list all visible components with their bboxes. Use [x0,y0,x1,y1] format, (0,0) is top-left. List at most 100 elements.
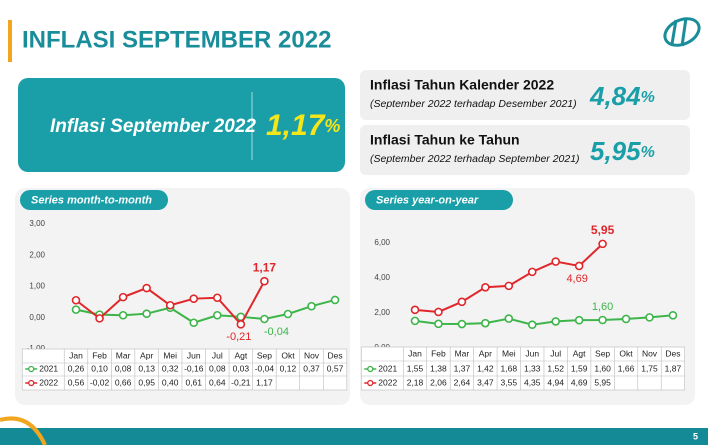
chart-title: Series month-to-month [31,194,152,206]
table-value: 0,95 [138,377,155,387]
main-value: 1,17% [266,109,340,142]
x-tick-label: Feb [92,350,107,360]
data-point [71,305,81,314]
logo [663,17,701,47]
data-point [504,314,514,323]
table-value: 3,47 [477,377,494,387]
annotation: 5,95 [591,223,615,237]
y-tick-label: 2,00 [29,250,45,259]
x-tick-label: Mei [502,348,516,358]
data-point [457,319,467,329]
x-tick-label: Agt [573,348,586,358]
legend-marker [367,379,374,387]
y-tick-label: 1,00 [29,282,45,291]
table-value: 0,12 [280,363,297,373]
side-card [360,70,690,120]
data-point [283,309,293,319]
table-value: 1,17 [256,377,273,387]
x-tick-label: Mei [163,350,177,360]
data-point [142,283,151,293]
data-table [360,346,685,391]
x-tick-label: Agt [234,350,247,360]
x-tick-label: Apr [479,348,492,358]
x-tick-label: Mar [455,348,470,358]
data-point [481,318,490,328]
table-value: 0,03 [233,363,250,373]
table-value: 2,18 [407,377,424,387]
page-title: INFLASI SEPTEMBER 2022 [22,26,331,53]
data-point [213,310,222,320]
main-label: Inflasi September 2022 [50,116,256,137]
x-tick-label: Mar [116,350,131,360]
data-point [434,319,443,329]
footer-curve [0,416,47,445]
y-tick-label: 2,00 [374,308,390,317]
table-value: -0,21 [231,377,251,387]
table-value: 4,94 [547,377,564,387]
x-tick-label: Sep [257,350,272,360]
annotation: 1,60 [592,301,613,313]
table-value: 0,08 [209,363,226,373]
y-tick-label: 3,00 [29,219,45,228]
data-point [668,310,678,320]
table-value: 1,52 [547,363,564,373]
data-point [307,301,316,311]
table-value: 1,87 [665,363,682,373]
accent-bar [8,20,12,62]
table-value: 1,60 [594,363,611,373]
data-point [71,295,81,305]
side-card-number: 5,95 [590,136,641,166]
table-value: 4,35 [524,377,541,387]
table-value: 1,68 [501,363,518,373]
table-value: 0,08 [115,363,132,373]
legend-label: 2021 [39,363,58,373]
x-tick-label: Nov [642,348,658,358]
table-value: 1,33 [524,363,541,373]
x-tick-label: Jun [187,350,201,360]
table-value: 1,59 [571,363,588,373]
data-point [504,281,514,291]
data-point [551,317,561,326]
x-tick-label: Nov [304,350,320,360]
table-value: -0,16 [184,363,204,373]
data-point [260,314,269,324]
table-value: -0,04 [255,363,275,373]
table-value: 4,69 [571,377,588,387]
side-card-number: 4,84 [589,81,641,111]
legend-label: 2021 [378,363,397,373]
table-value: 1,37 [454,363,471,373]
table-value: 3,55 [501,377,518,387]
legend-marker [367,365,374,373]
chart-title: Series year-on-year [376,194,479,206]
table-value: 0,40 [162,377,179,387]
table-value: 0,56 [68,377,85,387]
table-value: 2,06 [430,377,447,387]
data-point [527,267,537,277]
x-tick-label: Des [327,350,342,360]
table-value: 1,42 [477,363,494,373]
y-tick-label: -1,00 [27,344,46,353]
legend-marker [28,379,35,387]
annotation: 1,17 [253,260,277,274]
data-point [457,297,467,307]
data-point [527,320,537,330]
legend-label: 2022 [39,377,58,387]
annotation: -0,21 [226,331,251,343]
data-point [260,276,269,286]
table-value: 1,38 [430,363,447,373]
table-value: 0,66 [115,377,132,387]
footer-band [0,428,708,445]
x-tick-label: Okt [619,348,633,358]
x-tick-label: Sep [595,348,610,358]
side-card-unit: % [641,89,655,106]
data-point [142,309,151,318]
table-value: -0,02 [90,377,110,387]
table-value: 0,10 [91,363,108,373]
side-card-subtitle: (September 2022 terhadap Desember 2021) [370,98,577,110]
data-table [21,348,348,391]
table-value: 0,37 [303,363,320,373]
table-value: 0,61 [185,377,202,387]
y-tick-label: 6,00 [374,238,390,247]
side-card-title: Inflasi Tahun ke Tahun [370,132,520,148]
x-tick-label: Jul [550,348,561,358]
